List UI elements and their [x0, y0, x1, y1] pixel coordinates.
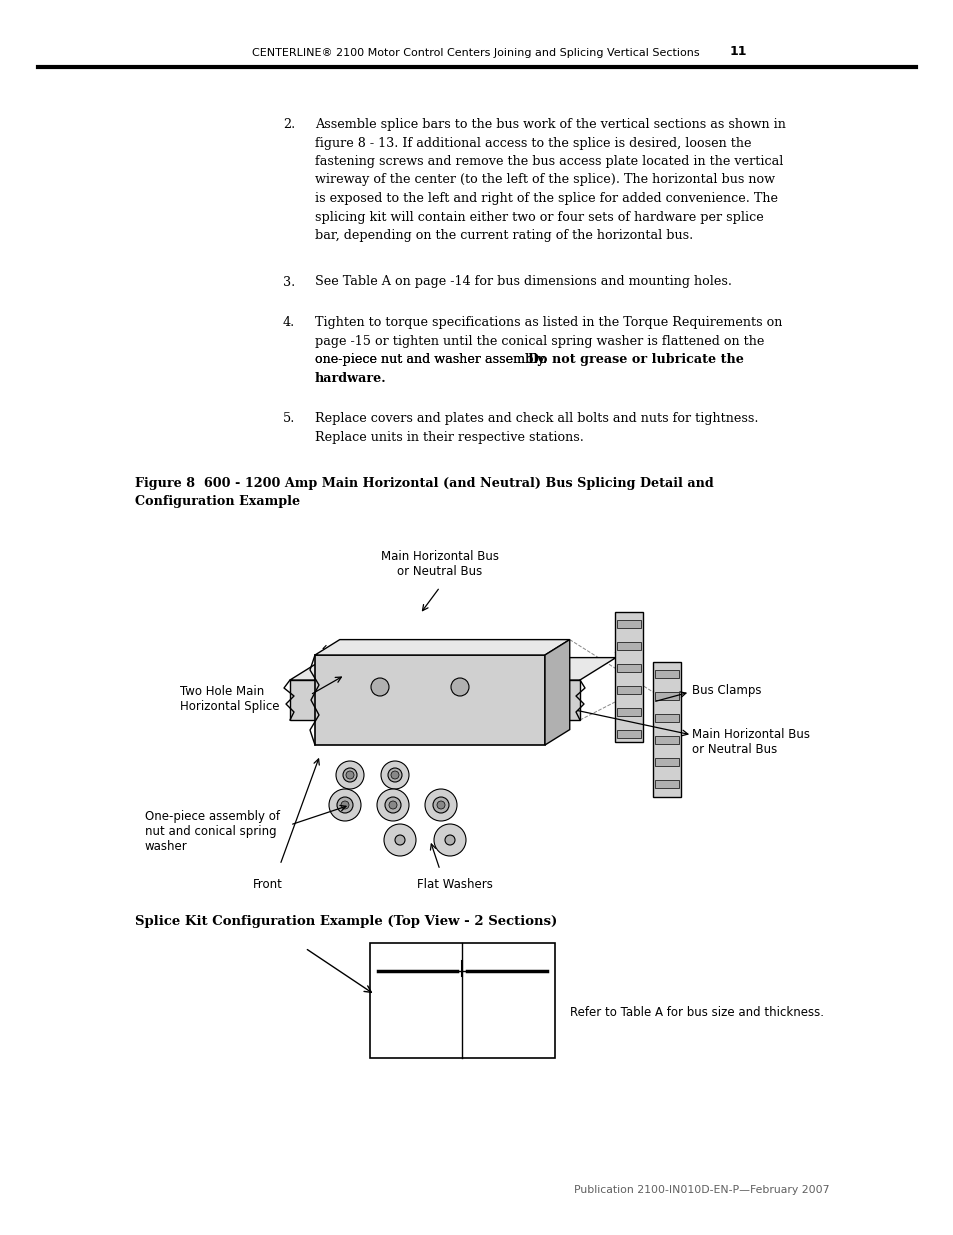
Bar [655, 781, 679, 788]
Circle shape [395, 835, 405, 845]
Polygon shape [314, 640, 569, 655]
Text: figure 8 - 13. If additional access to the splice is desired, loosen the: figure 8 - 13. If additional access to t… [314, 137, 751, 149]
Bar [617, 642, 640, 650]
Circle shape [389, 802, 396, 809]
Text: Main Horizontal Bus
or Neutral Bus: Main Horizontal Bus or Neutral Bus [380, 550, 498, 578]
Text: Replace covers and plates and check all bolts and nuts for tightness.: Replace covers and plates and check all … [314, 412, 758, 425]
Circle shape [376, 789, 409, 821]
Circle shape [329, 789, 360, 821]
Polygon shape [314, 655, 544, 745]
Text: bar, depending on the current rating of the horizontal bus.: bar, depending on the current rating of … [314, 228, 693, 242]
Circle shape [371, 678, 389, 697]
Circle shape [434, 824, 465, 856]
Text: 3.: 3. [282, 275, 294, 289]
Text: page -15 or tighten until the conical spring washer is flattened on the: page -15 or tighten until the conical sp… [314, 335, 763, 347]
Circle shape [433, 797, 449, 813]
Bar [655, 736, 679, 743]
Bar [655, 714, 679, 722]
Bar [370, 944, 555, 1058]
Circle shape [336, 797, 353, 813]
Bar [655, 692, 679, 700]
Text: Refer to Table A for bus size and thickness.: Refer to Table A for bus size and thickn… [569, 1005, 823, 1019]
Circle shape [388, 768, 401, 782]
Text: 5.: 5. [282, 412, 294, 425]
Polygon shape [461, 657, 616, 680]
Text: Figure 8  600 - 1200 Amp Main Horizontal (and Neutral) Bus Splicing Detail and: Figure 8 600 - 1200 Amp Main Horizontal … [135, 477, 713, 490]
Text: Do not grease or lubricate the: Do not grease or lubricate the [527, 353, 743, 366]
Bar [655, 758, 679, 766]
Polygon shape [544, 640, 569, 745]
Text: splicing kit will contain either two or four sets of hardware per splice: splicing kit will contain either two or … [314, 210, 763, 224]
Text: Main Horizontal Bus
or Neutral Bus: Main Horizontal Bus or Neutral Bus [691, 727, 809, 756]
Circle shape [444, 835, 455, 845]
Text: 4.: 4. [282, 316, 294, 329]
Text: wireway of the center (to the left of the splice). The horizontal bus now: wireway of the center (to the left of th… [314, 173, 774, 186]
Bar [617, 708, 640, 716]
Text: Two Hole Main
Horizontal Splice: Two Hole Main Horizontal Splice [180, 685, 279, 713]
Text: Replace units in their respective stations.: Replace units in their respective statio… [314, 431, 583, 443]
Text: 11: 11 [729, 44, 747, 58]
Bar [617, 685, 640, 694]
Polygon shape [652, 662, 680, 797]
Polygon shape [459, 657, 496, 720]
Bar [655, 671, 679, 678]
Text: Configuration Example: Configuration Example [135, 495, 300, 509]
Polygon shape [290, 680, 459, 720]
Circle shape [335, 761, 364, 789]
Circle shape [343, 768, 356, 782]
Polygon shape [615, 613, 642, 742]
Circle shape [380, 761, 409, 789]
Polygon shape [290, 657, 496, 680]
Circle shape [424, 789, 456, 821]
Bar [617, 620, 640, 629]
Text: Bus Clamps: Bus Clamps [691, 684, 760, 697]
Bar [617, 664, 640, 672]
Text: Flat Washers: Flat Washers [416, 878, 493, 890]
Bar [617, 730, 640, 739]
Text: Splice Kit Configuration Example (Top View - 2 Sections): Splice Kit Configuration Example (Top Vi… [135, 915, 557, 927]
Text: Assemble splice bars to the bus work of the vertical sections as shown in: Assemble splice bars to the bus work of … [314, 119, 785, 131]
Text: one-piece nut and washer assembly.: one-piece nut and washer assembly. [314, 353, 547, 366]
Text: Tighten to torque specifications as listed in the Torque Requirements on: Tighten to torque specifications as list… [314, 316, 781, 329]
Text: See Table A on page -14 for bus dimensions and mounting holes.: See Table A on page -14 for bus dimensio… [314, 275, 731, 289]
Circle shape [451, 678, 469, 697]
Text: Publication 2100-IN010D-EN-P—February 2007: Publication 2100-IN010D-EN-P—February 20… [574, 1186, 829, 1195]
Circle shape [340, 802, 349, 809]
Text: CENTERLINE® 2100 Motor Control Centers Joining and Splicing Vertical Sections: CENTERLINE® 2100 Motor Control Centers J… [253, 48, 700, 58]
Circle shape [436, 802, 444, 809]
Text: One-piece assembly of
nut and conical spring
washer: One-piece assembly of nut and conical sp… [145, 810, 280, 853]
Circle shape [391, 771, 398, 779]
Text: fastening screws and remove the bus access plate located in the vertical: fastening screws and remove the bus acce… [314, 156, 782, 168]
Text: is exposed to the left and right of the splice for added convenience. The: is exposed to the left and right of the … [314, 191, 778, 205]
Text: one-piece nut and washer assembly.: one-piece nut and washer assembly. [314, 353, 547, 366]
Text: Front: Front [253, 878, 283, 890]
Polygon shape [461, 680, 579, 720]
Text: hardware.: hardware. [314, 372, 386, 384]
Circle shape [385, 797, 400, 813]
Circle shape [346, 771, 354, 779]
Text: 2.: 2. [282, 119, 294, 131]
Circle shape [384, 824, 416, 856]
